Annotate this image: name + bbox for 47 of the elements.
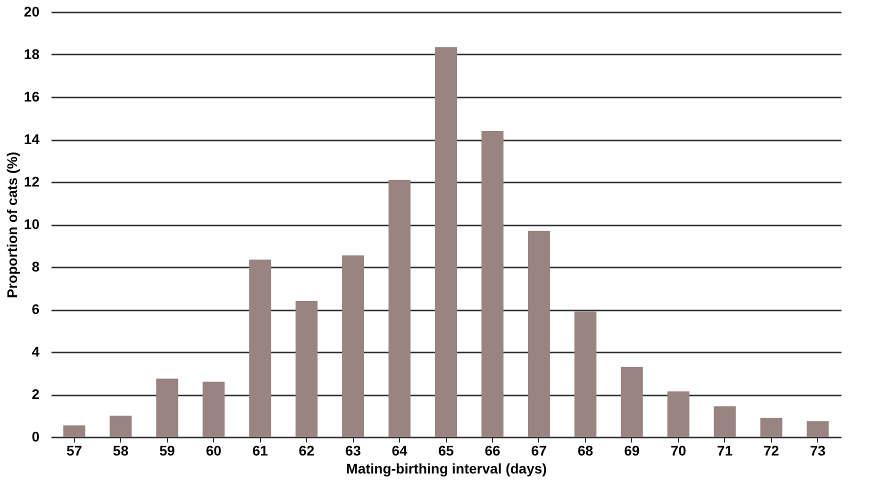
bar	[110, 416, 132, 437]
x-tick-label: 63	[345, 442, 362, 458]
x-tick-label: 66	[484, 442, 500, 458]
bar	[528, 230, 550, 437]
x-tick-label: 71	[717, 442, 733, 458]
bar	[63, 425, 86, 437]
x-tick-label: 68	[578, 442, 594, 458]
y-tick-label: 20	[24, 4, 40, 20]
y-tick-label: 0	[32, 428, 40, 444]
bar	[156, 378, 178, 437]
x-tick-label: 59	[159, 442, 176, 458]
bar	[202, 382, 225, 437]
bar	[249, 260, 272, 437]
y-axis-title: Proportion of cats (%)	[4, 152, 20, 298]
x-tick-label: 70	[670, 442, 686, 458]
bar	[620, 366, 643, 437]
x-axis-title: Mating-birthing interval (days)	[346, 460, 547, 476]
bar	[806, 421, 829, 437]
bar	[388, 180, 411, 437]
x-tick-label: 64	[392, 442, 408, 458]
x-tick-label: 72	[764, 442, 780, 458]
bar	[667, 391, 690, 437]
y-tick-label: 10	[24, 216, 40, 232]
y-tick-label: 12	[24, 174, 40, 190]
y-tick-label: 14	[24, 131, 40, 147]
bar	[435, 47, 457, 437]
bar	[574, 312, 596, 437]
x-tick-label: 67	[531, 442, 547, 458]
x-tick-label: 61	[252, 442, 268, 458]
x-tick-label: 65	[438, 442, 454, 458]
x-tick-label: 62	[298, 442, 315, 458]
y-tick-label: 2	[32, 386, 40, 402]
y-tick-label: 16	[24, 88, 40, 104]
bar	[714, 406, 736, 437]
bar	[342, 255, 364, 437]
bar	[481, 131, 504, 437]
x-tick-label: 73	[810, 442, 826, 458]
x-tick-label: 57	[66, 442, 82, 458]
y-tick-label: 18	[24, 46, 40, 62]
y-tick-label: 8	[32, 258, 40, 274]
x-tick-label: 58	[112, 442, 129, 458]
bar	[296, 301, 318, 437]
x-tick-label: 60	[206, 442, 222, 458]
x-tick-label: 69	[624, 442, 640, 458]
y-tick-label: 6	[32, 301, 40, 317]
bar	[760, 418, 782, 437]
y-tick-label: 4	[32, 344, 40, 360]
